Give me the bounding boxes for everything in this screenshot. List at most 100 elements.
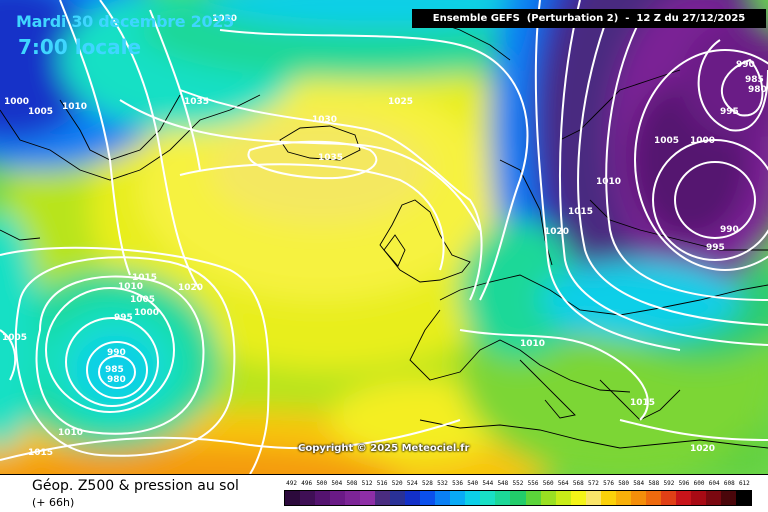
scale-swatch	[600, 491, 616, 505]
isobar-label: 1005	[130, 295, 155, 305]
forecast-time: 7:00 locale	[18, 35, 142, 59]
color-scale-bar	[284, 490, 752, 506]
scale-label: 572	[588, 480, 599, 487]
scale-swatch	[405, 491, 421, 505]
isobar-label: 1010	[118, 282, 143, 292]
isobar-label: 980	[748, 85, 767, 95]
scale-swatch	[420, 491, 436, 505]
isobar-label: 995	[720, 107, 739, 117]
scale-swatch	[585, 491, 601, 505]
copyright-notice: Copyright © 2025 Meteociel.fr	[298, 443, 470, 454]
scale-swatch	[525, 491, 541, 505]
isobar-label: 985	[745, 75, 764, 85]
map-parameter-title: Géop. Z500 & pression au sol	[32, 478, 239, 494]
scale-label: 500	[316, 480, 328, 487]
scale-label: 564	[557, 480, 569, 487]
forecast-date: Mardi 30 decembre 2025	[16, 12, 234, 31]
scale-swatch	[555, 491, 571, 505]
scale-label: 600	[693, 480, 705, 487]
scale-label: 604	[708, 480, 720, 487]
scale-swatch	[330, 491, 346, 505]
scale-swatch	[300, 491, 316, 505]
model-run-title: Ensemble GEFS (Perturbation 2) - 12 Z du…	[412, 9, 766, 28]
isobar-label: 1030	[312, 115, 337, 125]
scale-label: 524	[406, 480, 418, 487]
footer-bar: Géop. Z500 & pression au sol (+ 66h) 492…	[0, 474, 768, 512]
isobar-label: 1000	[4, 97, 29, 107]
isobar-label: 990	[720, 225, 739, 235]
scale-swatch	[690, 491, 706, 505]
scale-swatch	[315, 491, 331, 505]
scale-label: 576	[603, 480, 614, 487]
scale-label: 512	[361, 480, 373, 487]
scale-swatch	[495, 491, 511, 505]
isobar-label: 1035	[184, 97, 209, 107]
scale-swatch	[345, 491, 361, 505]
isobar-label: 995	[114, 313, 133, 323]
forecast-lead-time: (+ 66h)	[32, 496, 75, 509]
isobar-label: 1005	[28, 107, 53, 117]
scale-label: 508	[346, 480, 358, 487]
isobar-label: 1025	[388, 97, 413, 107]
scale-swatch	[735, 491, 751, 505]
scale-swatch	[705, 491, 721, 505]
geopotential-field	[0, 0, 768, 474]
scale-swatch	[450, 491, 466, 505]
isobar-label: 1015	[132, 273, 157, 283]
scale-swatch	[375, 491, 391, 505]
isobar-label: 985	[105, 365, 124, 375]
scale-swatch	[480, 491, 496, 505]
color-scale-labels: 492 496 500 504 508 512 516 520 524 528 532 536 540 5…	[284, 478, 752, 490]
scale-label: 580	[618, 480, 630, 487]
isobar-labels: 1030 1000 1005 1010 1035 1025 1030 1035 …	[2, 14, 767, 458]
scale-label: 560	[542, 480, 554, 487]
scale-swatch	[660, 491, 676, 505]
isobar-label: 1010	[58, 428, 83, 438]
isobar-label: 995	[706, 243, 725, 253]
scale-label: 568	[572, 480, 584, 487]
isobar-label: 1020	[544, 227, 569, 237]
scale-swatch	[465, 491, 481, 505]
isobar-label: 1030	[212, 14, 237, 24]
scale-label: 536	[452, 480, 463, 487]
isobar-label: 990	[107, 348, 126, 358]
scale-label: 584	[633, 480, 645, 487]
scale-label: 608	[723, 480, 735, 487]
isobar-label: 990	[736, 60, 755, 70]
scale-label: 528	[421, 480, 433, 487]
isobar-label: 1000	[690, 136, 715, 146]
isobar-lines	[0, 0, 768, 474]
scale-label: 596	[678, 480, 690, 487]
isobar-label: 1005	[654, 136, 679, 146]
isobar-label: 1015	[568, 207, 593, 217]
scale-swatch	[510, 491, 526, 505]
scale-label: 556	[527, 480, 539, 487]
scale-swatch	[645, 491, 661, 505]
scale-swatch	[360, 491, 376, 505]
isobar-label: 1020	[178, 283, 203, 293]
isobar-label: 1010	[596, 177, 621, 187]
scale-label: 504	[331, 480, 343, 487]
scale-label: 516	[376, 480, 388, 487]
scale-label: 592	[663, 480, 675, 487]
scale-label: 532	[437, 480, 448, 487]
scale-label: 548	[497, 480, 509, 487]
scale-swatch	[615, 491, 631, 505]
isobar-label: 1010	[62, 102, 87, 112]
isobar-label: 980	[107, 375, 126, 385]
isobar-label: 1010	[520, 339, 545, 349]
scale-swatch	[540, 491, 556, 505]
scale-swatch	[390, 491, 406, 505]
isobar-label: 1015	[28, 448, 53, 458]
isobar-label: 1000	[134, 308, 159, 318]
scale-label: 496	[301, 480, 313, 487]
scale-swatch	[570, 491, 586, 505]
scale-label: 588	[648, 480, 660, 487]
isobar-label: 1015	[630, 398, 655, 408]
scale-swatch	[285, 491, 301, 505]
scale-swatch	[675, 491, 691, 505]
scale-label: 492	[286, 480, 297, 487]
isobar-label: 1020	[690, 444, 715, 454]
isobar-label: 1005	[2, 333, 27, 343]
